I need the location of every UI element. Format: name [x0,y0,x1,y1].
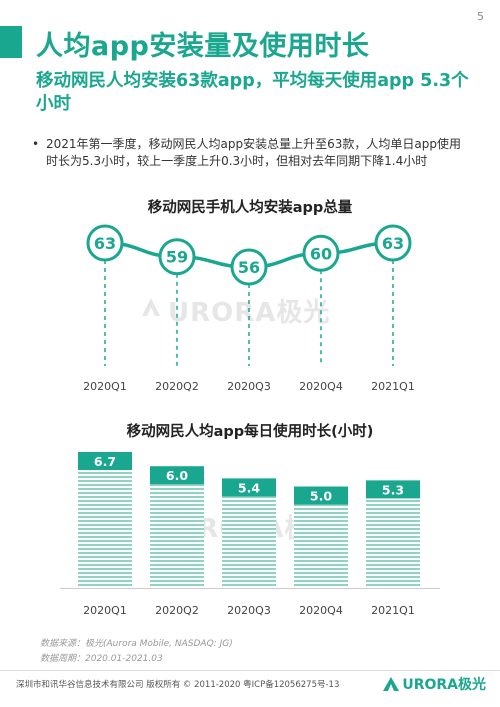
bullet-text: 2021年第一季度，移动网民人均app安装总量上升至63款，人均单日app使用时… [46,137,461,168]
watermark-logo-icon [142,298,160,316]
bar-cap [150,466,204,485]
bullet-marker: • [32,137,40,151]
x-tick-label: 2020Q3 [227,380,271,393]
data-point [230,248,268,286]
chart2-svg: 6.7 2020Q1 6.0 2020Q2 5.4 2020Q3 5.0 2020Q4 5.3 2… [60,452,440,617]
footer-copyright: 深圳市和讯华谷信息技术有限公司 版权所有 © 2011-2020 粤ICP备12… [16,680,340,690]
data-period: 数据周期：2020.01-2021.03 [40,654,163,664]
bar-cap [78,452,132,470]
brand-logo: URORA极光 [383,674,486,694]
data-label: 59 [166,248,188,267]
chart1-title: 移动网民手机人均安装app总量 [147,200,353,216]
title-accent-bar [0,26,22,58]
data-point [158,238,196,276]
bar-value-label: 5.0 [310,489,332,504]
chart2-title: 移动网民人均app每日使用时长(小时) [126,424,374,440]
x-tick-label: 2020Q2 [155,380,199,393]
data-point [86,224,124,262]
aurora-logo-icon [383,677,400,691]
bar-value-label: 5.4 [238,480,260,495]
bullet-point: • 2021年第一季度，移动网民人均app安装总量上升至63款，人均单日app使… [32,136,464,170]
bar [150,466,204,588]
x-tick-label: 2020Q4 [299,604,343,617]
bar-value-label: 6.0 [166,468,188,483]
data-label: 60 [310,244,332,263]
data-label: 56 [238,258,260,277]
bar [222,478,276,588]
chart1-svg: 63 2020Q1 59 2020Q2 56 2020Q3 60 2020Q4 63 2021Q1 [83,224,415,393]
data-source: 数据来源：极光(Aurora Mobile, NASDAQ: JG) [40,639,233,649]
footer-divider [0,670,500,671]
bar [78,452,132,588]
x-tick-label: 2021Q1 [371,380,415,393]
bar-value-label: 6.7 [94,454,116,469]
data-point [302,234,340,272]
x-tick-label: 2020Q4 [299,380,343,393]
x-tick-label: 2020Q1 [83,604,127,617]
page-number: 5 [477,10,484,23]
bar-cap [366,480,420,499]
x-tick-label: 2021Q1 [371,604,415,617]
data-label: 63 [382,234,404,253]
page-subtitle: 移动网民人均安装63款app，平均每天使用app 5.3个小时 [36,71,469,114]
data-point [374,224,412,262]
brand-text: URORA极光 [402,677,486,693]
bar-cap [222,478,276,497]
data-label: 63 [94,234,116,253]
page-title: 人均app安装量及使用时长 [36,31,370,62]
bar-value-label: 5.3 [382,482,404,497]
x-tick-label: 2020Q3 [227,604,271,617]
bar-cap [294,486,348,505]
x-tick-label: 2020Q1 [83,380,127,393]
x-tick-label: 2020Q2 [155,604,199,617]
